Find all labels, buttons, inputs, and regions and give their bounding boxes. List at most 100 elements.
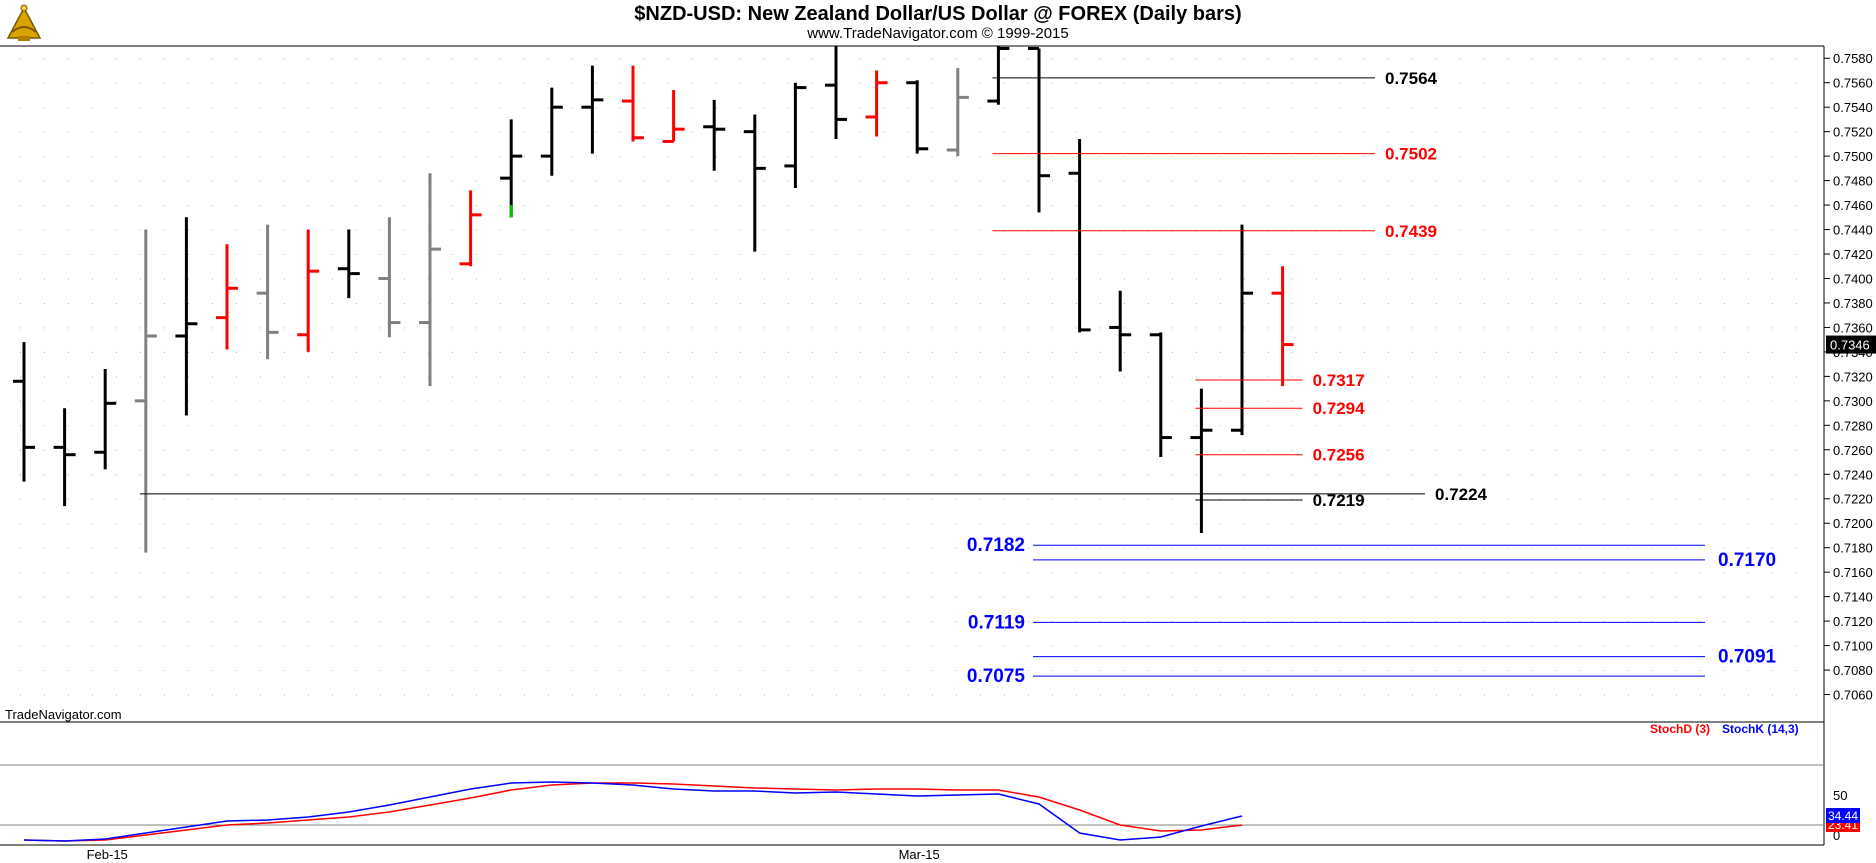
grid-dot	[1796, 670, 1797, 672]
grid-dot	[1508, 131, 1509, 133]
grid-dot	[188, 474, 189, 476]
grid-dot	[692, 131, 693, 133]
grid-dot	[1484, 180, 1485, 182]
grid-dot	[860, 58, 861, 60]
grid-dot	[1100, 621, 1101, 623]
grid-dot	[908, 596, 909, 598]
grid-dot	[1580, 621, 1581, 623]
grid-dot	[236, 107, 237, 109]
grid-dot	[1028, 351, 1029, 353]
grid-dot	[1460, 523, 1461, 525]
grid-dot	[1748, 58, 1749, 60]
grid-dot	[1172, 58, 1173, 60]
grid-dot	[548, 278, 549, 280]
grid-dot	[1124, 58, 1125, 60]
grid-dot	[908, 131, 909, 133]
grid-dot	[260, 229, 261, 231]
grid-dot	[620, 327, 621, 329]
grid-dot	[716, 547, 717, 549]
grid-dot	[476, 400, 477, 402]
grid-dot	[956, 523, 957, 525]
grid-dot	[764, 425, 765, 427]
grid-dot	[740, 596, 741, 598]
grid-dot	[1196, 156, 1197, 158]
grid-dot	[356, 449, 357, 451]
grid-dot	[260, 547, 261, 549]
grid-dot	[980, 449, 981, 451]
grid-dot	[1700, 229, 1701, 231]
ohlc-bar	[500, 119, 523, 218]
grid-dot	[1028, 670, 1029, 672]
grid-dot	[20, 254, 21, 256]
grid-dot	[236, 425, 237, 427]
grid-dot	[644, 254, 645, 256]
grid-dot	[1004, 474, 1005, 476]
grid-dot	[212, 376, 213, 378]
grid-dot	[836, 694, 837, 696]
grid-dot	[476, 229, 477, 231]
grid-dot	[1652, 156, 1653, 158]
grid-dot	[1148, 131, 1149, 133]
grid-dot	[164, 572, 165, 574]
grid-dot	[860, 180, 861, 182]
grid-dot	[1412, 425, 1413, 427]
grid-dot	[1508, 58, 1509, 60]
grid-dot	[1628, 645, 1629, 647]
grid-dot	[1484, 670, 1485, 672]
grid-dot	[716, 205, 717, 207]
grid-dot	[1412, 82, 1413, 84]
grid-dot	[140, 449, 141, 451]
grid-dot	[836, 180, 837, 182]
grid-dot	[692, 645, 693, 647]
grid-dot	[404, 229, 405, 231]
grid-dot	[524, 156, 525, 158]
grid-dot	[1604, 670, 1605, 672]
grid-dot	[1460, 131, 1461, 133]
grid-dot	[644, 278, 645, 280]
grid-dot	[788, 474, 789, 476]
grid-dot	[1412, 205, 1413, 207]
grid-dot	[20, 376, 21, 378]
grid-dot	[812, 645, 813, 647]
grid-dot	[308, 474, 309, 476]
grid-dot	[812, 205, 813, 207]
grid-dot	[740, 254, 741, 256]
grid-dot	[116, 376, 117, 378]
price-tick-label: 0.7500	[1833, 149, 1873, 164]
level-label: 0.7317	[1313, 371, 1365, 390]
grid-dot	[1772, 596, 1773, 598]
grid-dot	[620, 449, 621, 451]
grid-dot	[20, 694, 21, 696]
grid-dot	[404, 694, 405, 696]
grid-dot	[140, 278, 141, 280]
grid-dot	[860, 156, 861, 158]
grid-dot	[332, 474, 333, 476]
grid-dot	[548, 327, 549, 329]
grid-dot	[308, 131, 309, 133]
grid-dot	[1796, 302, 1797, 304]
grid-dot	[1292, 547, 1293, 549]
grid-dot	[1124, 694, 1125, 696]
last-price-label: 0.7346	[1830, 338, 1870, 353]
grid-dot	[1508, 670, 1509, 672]
grid-dot	[1292, 670, 1293, 672]
grid-dot	[1700, 670, 1701, 672]
grid-dot	[500, 131, 501, 133]
grid-dot	[1100, 547, 1101, 549]
grid-dot	[1748, 474, 1749, 476]
grid-dot	[1412, 474, 1413, 476]
grid-dot	[1748, 351, 1749, 353]
grid-dot	[740, 302, 741, 304]
grid-dot	[428, 107, 429, 109]
grid-dot	[1100, 670, 1101, 672]
grid-dot	[332, 694, 333, 696]
grid-dot	[1508, 327, 1509, 329]
grid-dot	[932, 547, 933, 549]
grid-dot	[812, 131, 813, 133]
grid-dot	[692, 523, 693, 525]
grid-dot	[260, 278, 261, 280]
grid-dot	[1052, 131, 1053, 133]
grid-dot	[932, 58, 933, 60]
grid-dot	[1556, 670, 1557, 672]
grid-dot	[788, 205, 789, 207]
